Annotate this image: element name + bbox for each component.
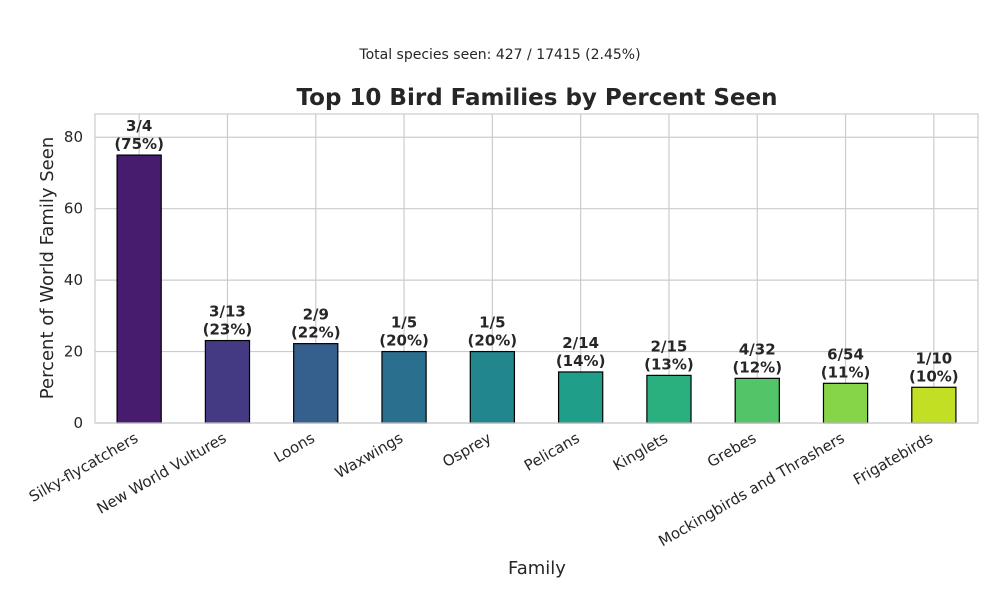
bar [822,382,869,424]
bar-count-label: 2/9 [303,306,329,324]
x-tick-label: Waxwings [332,429,406,482]
x-tick-label: Kinglets [610,429,671,475]
bars [116,154,957,424]
x-tick-label: Grebes [704,429,759,471]
x-tick-label: Frigatebirds [850,429,936,489]
y-tick-label: 40 [64,271,83,289]
bar-percent-label: (10%) [909,367,959,385]
bar-count-label: 6/54 [827,345,864,363]
bar-percent-label: (20%) [468,332,518,350]
y-tick-label: 60 [64,200,83,218]
bar [646,374,692,424]
chart-title: Top 10 Bird Families by Percent Seen [297,85,778,111]
data-labels: 3/4(75%)3/13(23%)2/9(22%)1/5(20%)1/5(20%… [114,117,958,385]
bar-percent-label: (14%) [556,352,606,370]
bar [557,371,604,424]
bar [204,339,251,424]
bar-count-label: 4/32 [739,340,776,358]
y-tick-label: 80 [64,128,83,146]
x-tick-label: Osprey [439,429,494,471]
bar-count-label: 3/13 [209,303,246,321]
bar [293,343,339,424]
bar-count-label: 1/5 [479,314,505,332]
bar-percent-label: (12%) [732,358,782,376]
bar-percent-label: (13%) [644,355,694,373]
x-axis-label: Family [508,558,566,579]
bar-percent-label: (23%) [203,321,253,339]
bar [734,377,780,424]
bar [381,350,427,424]
bar-percent-label: (22%) [291,324,341,342]
bar [469,350,516,424]
bar-percent-label: (20%) [379,332,429,350]
y-tick-label: 20 [64,343,83,361]
plot-frame [94,113,979,424]
bar-count-label: 1/5 [391,314,417,332]
bar-count-label: 1/10 [915,349,952,367]
y-tick-label: 0 [73,414,83,432]
bar-percent-label: (75%) [114,135,164,153]
x-tick-label: Pelicans [521,429,583,475]
bar-count-label: 2/15 [651,337,688,355]
x-tick-label: Loons [271,429,318,467]
bar-count-label: 3/4 [126,117,152,135]
y-axis-ticks: 0 20 40 60 80 [64,128,83,432]
bar-count-label: 2/14 [562,334,599,352]
chart-subtitle: Total species seen: 427 / 17415 (2.45%) [358,47,640,63]
bar [911,386,957,424]
bar-percent-label: (11%) [821,363,871,381]
y-axis-label: Percent of World Family Seen [37,137,58,399]
bar [116,154,162,424]
